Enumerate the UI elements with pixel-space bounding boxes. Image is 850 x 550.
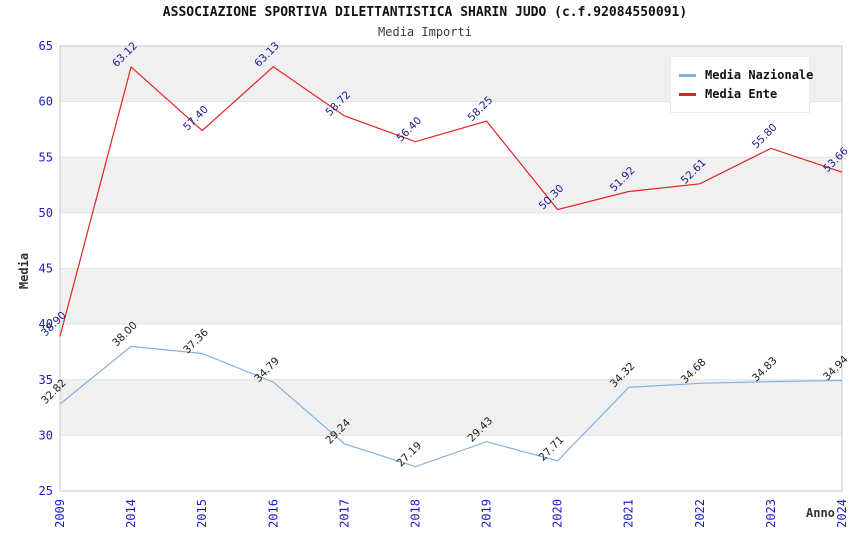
grid-band (60, 435, 842, 491)
x-tick-label: 2020 (551, 499, 565, 528)
y-tick-label: 45 (39, 262, 53, 276)
plot-border (59, 45, 843, 492)
x-tick-label: 2023 (764, 499, 778, 528)
y-tick-label: 30 (39, 428, 53, 442)
x-tick-label: 2021 (622, 499, 636, 528)
series-line-media-ente (59, 65, 843, 337)
y-tick-label: 40 (39, 317, 53, 331)
x-tick-label: 2018 (408, 499, 422, 528)
y-tick-label: 60 (39, 95, 53, 109)
x-axis-title: Anno (806, 506, 835, 520)
x-tick-label: 2009 (53, 499, 67, 528)
line-swatch-media-nazionale (679, 73, 696, 77)
x-tick-label: 2016 (266, 499, 280, 528)
y-tick-label: 50 (39, 206, 53, 220)
chart-subtitle: Media Importi (378, 25, 472, 39)
x-tick-label: 2022 (693, 499, 707, 528)
x-tick-label: 2014 (124, 499, 138, 528)
y-tick-label: 25 (39, 484, 53, 498)
grid-band (60, 157, 842, 213)
legend-item-media-ente: Media Ente (679, 86, 801, 102)
chart-title: ASSOCIAZIONE SPORTIVA DILETTANTISTICA SH… (162, 5, 688, 20)
y-tick-label: 65 (39, 39, 53, 53)
x-tick-label: 2024 (835, 499, 849, 528)
series-line-media-nazionale (59, 345, 843, 468)
legend-item-media-nazionale: Media Nazionale (679, 67, 813, 83)
x-tick-label: 2015 (195, 499, 209, 528)
grid-band (60, 268, 842, 325)
x-tick-label: 2019 (480, 499, 494, 528)
grid-band (60, 379, 842, 436)
y-tick-label: 55 (39, 150, 53, 164)
legend-label-media-ente: Media Ente (705, 87, 778, 101)
legend-label-media-nazionale: Media Nazionale (705, 68, 814, 82)
grid-band (60, 324, 842, 380)
y-tick-label: 35 (39, 373, 53, 387)
legend: Media Nazionale Media Ente (670, 56, 813, 113)
x-tick-label: 2017 (337, 499, 351, 528)
y-axis-title: Media (17, 252, 31, 290)
grid-band (60, 212, 842, 269)
line-swatch-media-ente (679, 92, 696, 96)
